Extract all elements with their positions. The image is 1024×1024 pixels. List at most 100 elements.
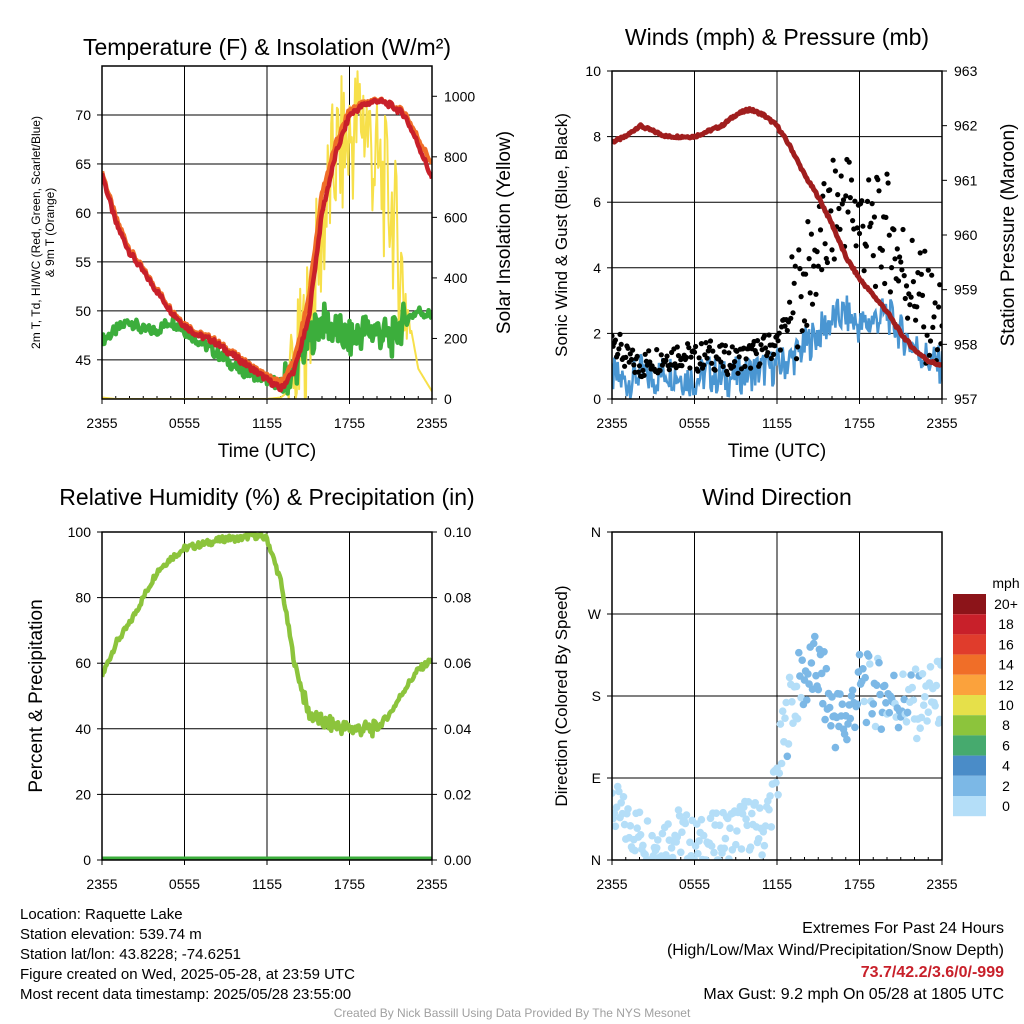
- y2-tick-label: 958: [954, 336, 978, 352]
- gust-point: [636, 363, 643, 369]
- direction-point: [732, 840, 740, 849]
- direction-point: [667, 844, 676, 852]
- direction-point: [781, 714, 789, 722]
- direction-point: [619, 793, 628, 801]
- gust-point: [799, 328, 805, 334]
- gust-point: [882, 280, 888, 287]
- direction-point: [620, 820, 629, 829]
- direction-point: [877, 725, 886, 733]
- gust-point: [696, 355, 702, 361]
- direction-point: [612, 822, 620, 831]
- credit-text: Created By Nick Bassill Using Data Provi…: [333, 1006, 691, 1020]
- gust-point: [903, 283, 910, 289]
- gust-point: [640, 367, 646, 373]
- direction-point: [612, 814, 617, 823]
- gust-point: [683, 354, 690, 361]
- legend-swatch: [953, 715, 986, 736]
- gust-point: [885, 180, 891, 186]
- gust-point: [848, 177, 855, 183]
- direction-point: [725, 855, 733, 860]
- direction-point: [714, 856, 723, 860]
- y-tick-label: 100: [68, 524, 92, 540]
- x-tick-label: 0555: [679, 876, 710, 892]
- gust-point: [840, 197, 847, 203]
- legend-swatch: [953, 796, 986, 817]
- gust-point: [864, 198, 871, 204]
- elevation-text: Station elevation: 539.74 m: [20, 926, 202, 943]
- gust-point: [886, 232, 892, 238]
- direction-point: [648, 831, 656, 840]
- direction-point: [761, 822, 770, 830]
- legend-label: 14: [998, 657, 1014, 673]
- gust-point: [628, 356, 635, 363]
- legend-swatch: [953, 614, 986, 635]
- direction-point: [792, 682, 801, 691]
- gust-point: [859, 198, 865, 204]
- gust-point: [679, 363, 685, 369]
- extremes-panel: Extremes For Past 24 Hours (High/Low/Max…: [667, 918, 1004, 1006]
- y-tick-label: E: [592, 770, 601, 786]
- gust-point: [907, 302, 913, 308]
- direction-point: [793, 714, 802, 723]
- y-tick-label: 80: [75, 590, 91, 606]
- gust-point: [830, 157, 836, 163]
- y2-tick-label: 957: [954, 391, 978, 407]
- direction-point: [777, 759, 786, 768]
- gust-point: [853, 243, 859, 249]
- gust-point: [899, 267, 905, 273]
- direction-point: [668, 853, 677, 860]
- gust-point: [706, 344, 713, 350]
- gust-point: [917, 250, 923, 256]
- direction-point: [788, 698, 796, 706]
- legend-label: 6: [1002, 737, 1010, 753]
- y-axis-label-line1: 2m T, Td, HI/WC (Red, Green, Scarlet/Blu…: [29, 116, 43, 349]
- gust-point: [777, 347, 784, 353]
- gust-point: [666, 367, 672, 373]
- gust-point: [730, 363, 737, 369]
- legend-label: 2: [1002, 778, 1010, 794]
- gust-point: [631, 362, 637, 368]
- y-axis-label: Percent & Precipitation: [26, 599, 47, 792]
- gust-point: [839, 201, 845, 207]
- gust-point: [686, 345, 692, 351]
- direction-point: [860, 697, 868, 706]
- direction-point: [819, 699, 827, 708]
- gust-point: [828, 208, 834, 214]
- direction-point: [902, 718, 911, 726]
- gust-point: [925, 267, 931, 273]
- gust-point: [827, 187, 833, 193]
- direction-point: [686, 838, 694, 847]
- gust-point: [658, 352, 664, 358]
- direction-point: [864, 652, 873, 660]
- x-tick-label: 2355: [596, 415, 627, 431]
- y-tick-label: N: [591, 852, 601, 868]
- gust-point: [837, 226, 843, 232]
- y2-tick-label: 959: [954, 282, 978, 298]
- gust-point: [710, 348, 716, 354]
- y-axis-label: Sonic Wind & Gust (Blue, Black): [552, 113, 571, 357]
- gust-point: [895, 278, 902, 284]
- gust-point: [729, 344, 735, 350]
- y-tick-label: 70: [75, 107, 91, 123]
- extremes-subtitle: (High/Low/Max Wind/Precipitation/Snow De…: [666, 942, 1004, 959]
- y2-tick-label: 200: [444, 330, 468, 346]
- gust-point: [838, 173, 844, 179]
- direction-point: [862, 718, 871, 727]
- gust-point: [617, 331, 623, 337]
- direction-point: [848, 686, 857, 695]
- direction-point: [682, 811, 691, 819]
- direction-point: [681, 819, 690, 828]
- gust-point: [703, 340, 709, 346]
- y2-axis-label: Solar Insolation (Yellow): [494, 131, 515, 334]
- direction-point: [766, 792, 774, 800]
- gust-point: [924, 332, 930, 338]
- direction-point: [921, 693, 929, 701]
- gust-point: [806, 256, 812, 262]
- gust-point: [622, 363, 628, 369]
- direction-point: [866, 660, 874, 668]
- gust-point: [664, 353, 670, 359]
- direction-point: [916, 724, 924, 732]
- direction-point: [658, 829, 667, 838]
- gust-point: [824, 259, 831, 266]
- gust-point: [646, 348, 652, 354]
